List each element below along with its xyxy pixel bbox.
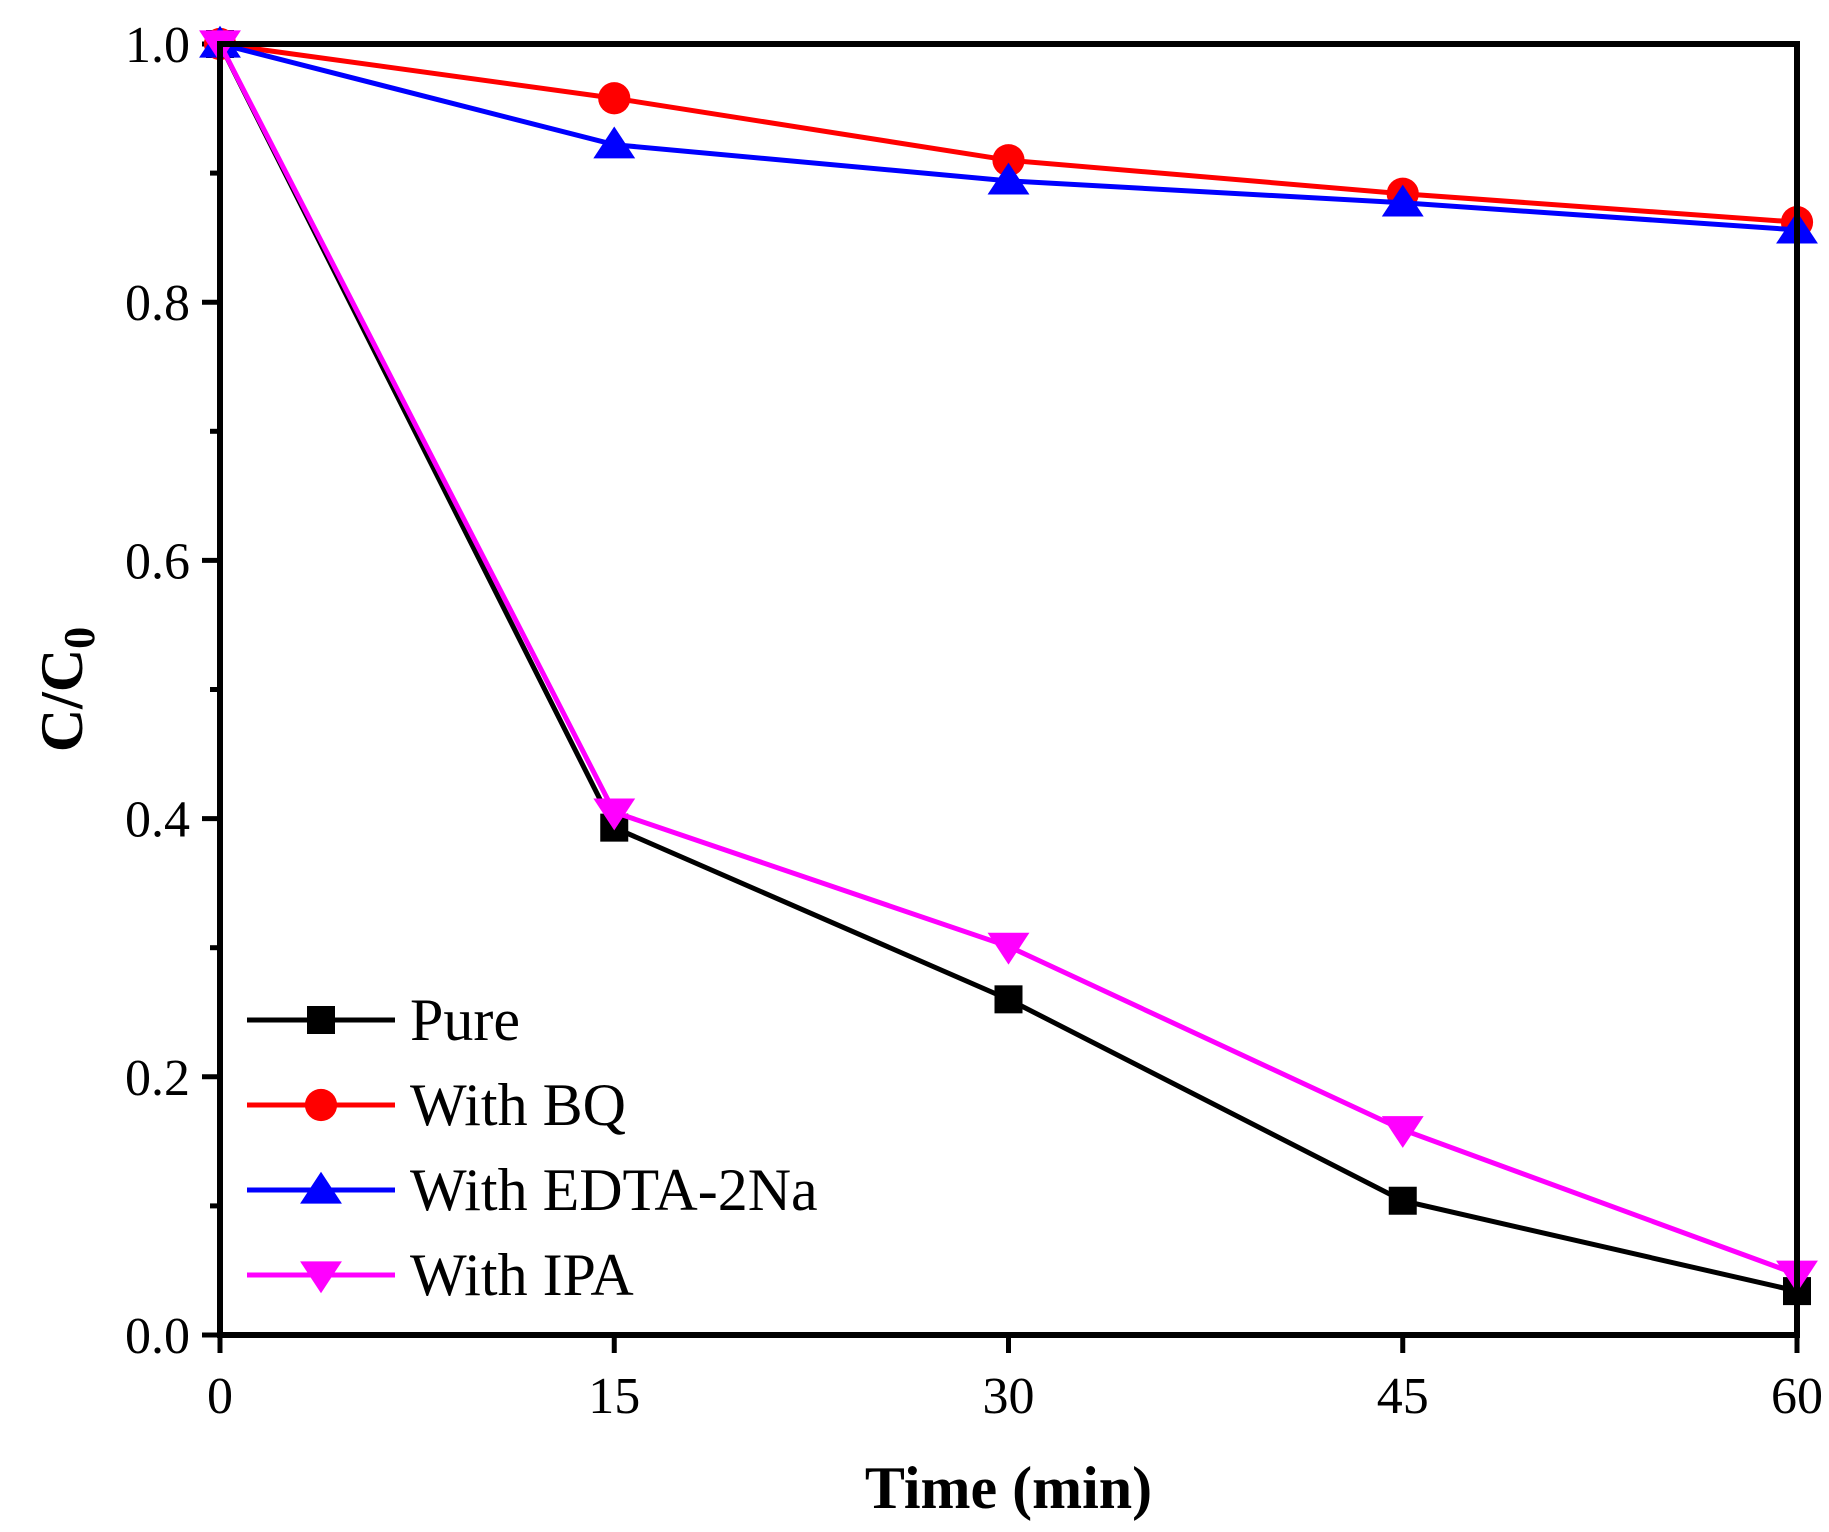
series-with-edta-2na [199,25,1818,244]
data-point [987,932,1030,965]
legend-label: With IPA [410,1242,634,1308]
legend-item: With EDTA-2Na [247,1157,818,1223]
data-point [1381,1116,1424,1148]
legend-label: With BQ [410,1072,626,1138]
data-point [1381,184,1424,217]
tick-labels: 0 15 30 45 60 0.0 0.2 0.4 0.6 0.8 1.0 [125,17,1823,1425]
series-line [219,41,1798,225]
legend: Pure With BQ With EDTA-2Na With IPA [247,987,818,1308]
x-axis-title: Time (min) [865,1455,1152,1521]
y-axis-title: C/C0 [29,627,104,752]
y-axis-title-main: C/C [29,649,95,752]
x-tick-label: 0 [207,1368,233,1425]
data-point [987,162,1030,195]
y-tick-label: 0.6 [125,533,190,590]
data-point [994,985,1023,1014]
x-tick-label: 30 [983,1368,1035,1425]
y-tick-label: 0.2 [125,1050,190,1107]
data-point [992,144,1025,177]
legend-marker [304,1088,338,1122]
data-point [1388,1186,1417,1215]
data-point [593,798,636,831]
legend-marker [300,1261,342,1294]
legend-marker [307,1006,335,1034]
y-tick-label: 0.8 [125,275,190,332]
series-line [219,41,1798,233]
legend-item: With IPA [247,1242,634,1308]
data-point [598,82,631,115]
legend-marker [300,1171,342,1204]
legend-label: Pure [410,987,520,1053]
plot-series [199,25,1818,1306]
legend-label: With EDTA-2Na [410,1157,818,1223]
y-tick-label: 1.0 [125,17,190,74]
legend-item: Pure [247,987,520,1053]
y-axis-title-subscript: 0 [55,627,104,649]
y-tick-label: 0.4 [125,792,190,849]
x-tick-label: 45 [1377,1368,1429,1425]
y-tick-label: 0.0 [125,1308,190,1365]
plot-frame [217,41,1800,1338]
x-tick-label: 60 [1771,1368,1823,1425]
legend-item: With BQ [247,1072,626,1138]
series-with-bq [203,27,1814,239]
data-point [593,126,636,159]
x-tick-label: 15 [588,1368,640,1425]
